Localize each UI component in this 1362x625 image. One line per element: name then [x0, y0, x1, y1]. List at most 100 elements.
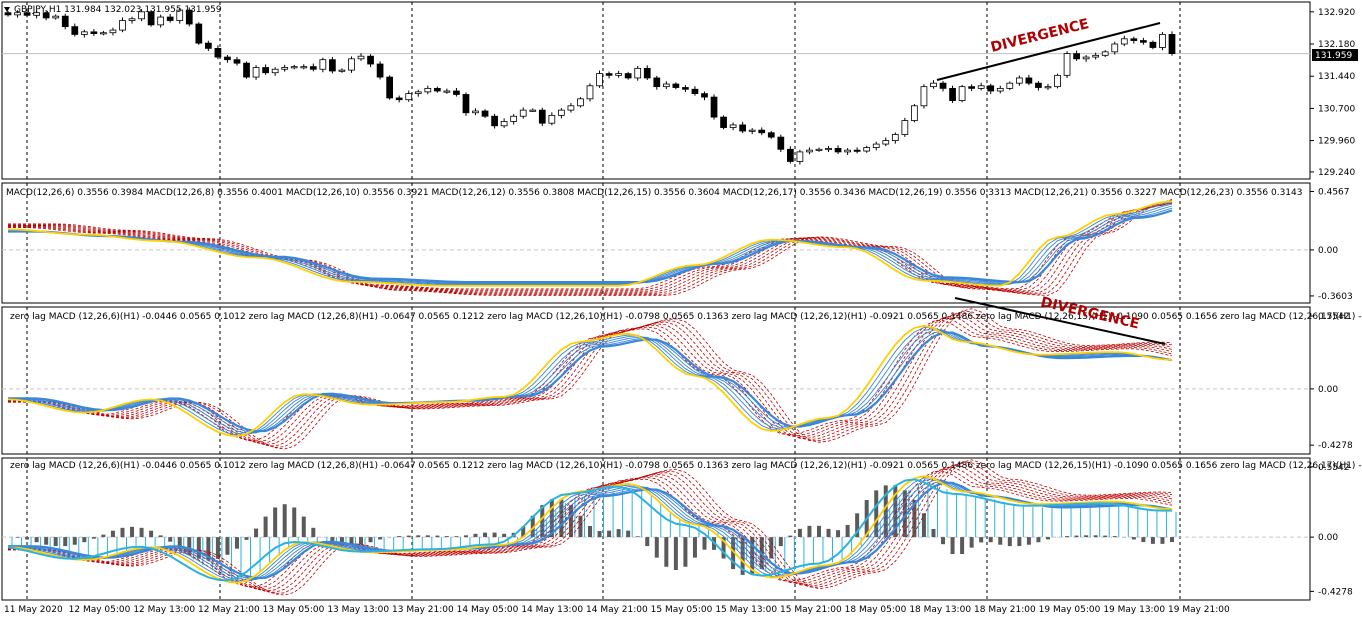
macd-lines — [2, 199, 1310, 296]
price-y-tick-label: 132.920 — [1318, 8, 1355, 18]
osc-y-tick-label: -0.3603 — [1318, 292, 1353, 302]
candle-body — [586, 85, 594, 100]
lagged-signal-line — [8, 200, 1173, 293]
price-y-tick-label: 130.700 — [1318, 104, 1355, 114]
candle-body — [1101, 51, 1109, 56]
candle-body — [672, 83, 680, 88]
candle-body — [414, 91, 422, 95]
lagged-signal-line — [8, 465, 1173, 592]
candle-body — [538, 109, 546, 124]
candle-body — [1073, 53, 1080, 60]
candle-body — [329, 59, 336, 72]
candle-body — [767, 132, 775, 138]
candle-body — [1006, 82, 1014, 89]
candle-body — [71, 26, 79, 35]
macd-main-line — [7, 324, 1173, 438]
candle-body — [80, 31, 88, 35]
candle-body — [701, 93, 708, 98]
candle-body — [643, 67, 651, 79]
candle-body — [395, 97, 403, 101]
x-tick-label: 14 May 05:00 — [457, 605, 519, 615]
price-y-tick-label: 132.180 — [1318, 40, 1355, 50]
x-tick-label: 14 May 13:00 — [521, 605, 583, 615]
x-tick-label: 13 May 21:00 — [392, 605, 454, 615]
candle-body — [748, 129, 756, 132]
current-price-label: 131.959 — [1315, 51, 1352, 61]
x-tick-label: 18 May 05:00 — [845, 605, 907, 615]
x-tick-label: 13 May 13:00 — [327, 605, 389, 615]
candle-body — [729, 124, 737, 128]
x-tick-label: 18 May 21:00 — [974, 605, 1036, 615]
candle-body — [14, 12, 21, 16]
macd-signal-line — [8, 205, 1173, 284]
candle-body — [338, 69, 346, 72]
macd-signal-line — [8, 203, 1173, 285]
candle-body — [176, 9, 184, 21]
macd-main-line — [7, 200, 1173, 287]
candle-body — [939, 82, 947, 89]
lagged-signal-line — [8, 461, 1173, 594]
candle-body — [891, 134, 899, 141]
candle-body — [271, 68, 279, 74]
candle-body — [491, 115, 498, 127]
candle-body — [662, 83, 670, 88]
candle-body — [23, 12, 31, 16]
candle-body — [357, 55, 365, 60]
candle-body — [739, 124, 747, 132]
candle-body — [481, 110, 489, 117]
candle-body — [1092, 54, 1100, 58]
candle-body — [996, 87, 1004, 92]
candle-body — [4, 12, 12, 16]
x-tick-label: 12 May 05:00 — [69, 605, 131, 615]
candle-body — [1120, 38, 1128, 45]
candle-body — [42, 12, 50, 19]
candle-body — [433, 87, 441, 92]
candle-body — [367, 55, 374, 65]
candle-body — [987, 85, 995, 92]
candle-body — [376, 63, 384, 78]
candle-body — [806, 149, 813, 153]
zerolag-panel-1-frame — [1, 306, 1311, 455]
candle-body — [920, 86, 928, 107]
macd-panel-frame — [1, 182, 1311, 304]
x-tick-label: 12 May 13:00 — [133, 605, 195, 615]
x-tick-label: 11 May 2020 — [4, 605, 63, 615]
x-tick-label: 15 May 21:00 — [780, 605, 842, 615]
candle-body — [930, 82, 937, 88]
candle-body — [90, 31, 98, 34]
candle-body — [682, 87, 689, 90]
price-panel-frame — [1, 1, 1311, 180]
osc-y-tick-label: 0.5542 — [1318, 312, 1350, 322]
lagged-signal-line — [8, 459, 1173, 596]
candle-body — [1025, 77, 1033, 84]
candle-body — [787, 148, 794, 162]
macd-signal-line — [8, 209, 1173, 284]
candle-body — [195, 23, 203, 44]
candle-body — [911, 105, 918, 121]
candle-body — [157, 16, 165, 26]
price-divergence-line — [936, 22, 1161, 81]
lagged-signal-line — [8, 470, 1173, 588]
collapse-triangle-icon[interactable] — [4, 7, 10, 12]
lagged-signal-line — [8, 319, 1173, 441]
osc-y-tick-label: -0.4278 — [1318, 441, 1353, 451]
candle-body — [281, 67, 289, 70]
lagged-signal-line — [8, 463, 1173, 593]
candle-body — [443, 90, 451, 93]
candle-body — [1130, 38, 1138, 41]
x-tick-label: 13 May 05:00 — [263, 605, 325, 615]
candle-body — [863, 147, 871, 152]
x-tick-label: 15 May 13:00 — [715, 605, 777, 615]
candle-body — [453, 90, 460, 95]
zerolag-1-lines — [2, 308, 1310, 450]
candle-body — [290, 66, 298, 69]
candle-body — [882, 140, 890, 145]
zerolag-divergence-line — [954, 297, 1166, 345]
candle-body — [386, 76, 393, 99]
candle-body — [977, 85, 985, 89]
osc-y-tick-label: 0.00 — [1318, 385, 1338, 395]
candle-body — [100, 32, 107, 35]
lagged-signal-line — [8, 201, 1173, 294]
candle-body — [548, 114, 556, 124]
